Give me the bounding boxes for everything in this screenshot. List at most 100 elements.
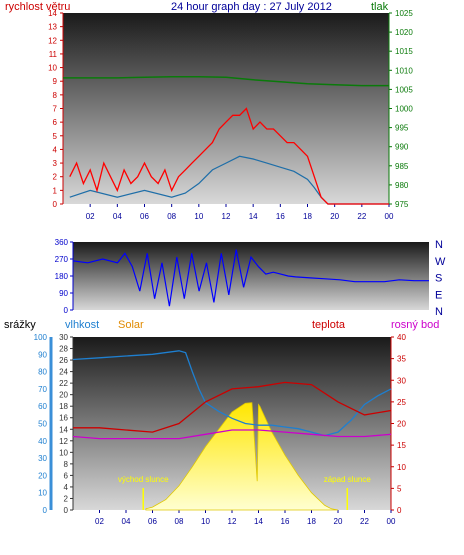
pressure-axis-tick-label: 1020 [395, 28, 413, 37]
humidity-axis-tick-label: 0 [43, 506, 48, 515]
wind-axis-tick-label: 8 [53, 91, 58, 100]
wind-axis-tick-label: 5 [53, 132, 58, 141]
solar-axis-tick-label: 6 [64, 471, 69, 480]
top-x-tick-label: 06 [140, 212, 149, 221]
solar-axis-tick-label: 8 [64, 460, 69, 469]
top-x-tick-label: 08 [167, 212, 176, 221]
top-x-tick-label: 18 [303, 212, 312, 221]
humidity-axis-tick-label: 20 [38, 471, 47, 480]
top-x-tick-label: 04 [113, 212, 122, 221]
wind-axis-tick-label: 9 [53, 77, 58, 86]
solar-axis-tick-label: 2 [64, 494, 69, 503]
temperature-axis-tick-label: 40 [397, 333, 406, 342]
temperature-axis-tick-label: 10 [397, 463, 406, 472]
sunset-annotation: západ slunce [324, 475, 372, 484]
solar-axis-tick-label: 28 [59, 345, 68, 354]
temperature-axis-tick-label: 20 [397, 420, 406, 429]
pressure-axis-tick-label: 1010 [395, 66, 413, 75]
direction-axis-tick-label: 90 [59, 289, 68, 298]
wind-axis-tick-label: 11 [49, 50, 58, 59]
temperature-axis-tick-label: 15 [397, 441, 406, 450]
wind-axis-tick-label: 13 [48, 23, 57, 32]
humidity-label: vlhkost [65, 319, 100, 331]
humidity-axis-tick-label: 50 [38, 420, 47, 429]
pressure-axis-tick-label: 975 [395, 200, 409, 209]
wind-axis-tick-label: 4 [53, 145, 58, 154]
top-panel-background [63, 13, 389, 204]
humidity-axis-tick-label: 30 [38, 454, 47, 463]
wind-axis-tick-label: 14 [48, 9, 57, 18]
wind-axis-tick-label: 2 [53, 173, 58, 182]
humidity-axis-tick-label: 60 [38, 402, 47, 411]
top-x-tick-label: 00 [385, 212, 394, 221]
pressure-axis-tick-label: 995 [395, 124, 409, 133]
direction-axis-tick-label: 360 [55, 238, 69, 247]
solar-axis-tick-label: 24 [59, 368, 68, 377]
humidity-axis-tick-label: 80 [38, 368, 47, 377]
humidity-axis-tick-label: 90 [38, 350, 47, 359]
solar-axis-tick-label: 30 [59, 333, 68, 342]
wind-speed-series-line [69, 107, 389, 205]
wind-axis-tick-label: 12 [48, 36, 57, 45]
pressure-axis-tick-label: 1025 [395, 9, 413, 18]
solar-label: Solar [118, 319, 144, 331]
humidity-axis-tick-label: 10 [38, 489, 47, 498]
pressure-axis-tick-label: 1005 [395, 85, 413, 94]
pressure-axis-tick-label: 1000 [395, 105, 413, 114]
direction-compass-label: S [435, 273, 442, 285]
direction-axis-tick-label: 270 [55, 255, 69, 264]
sunrise-annotation: východ slunce [118, 475, 169, 484]
pressure-axis-tick-label: 1015 [395, 47, 413, 56]
temperature-axis-tick-label: 35 [397, 355, 406, 364]
wind-speed-label: rychlost větru [5, 1, 71, 13]
solar-area [145, 402, 339, 511]
top-x-tick-label: 22 [357, 212, 366, 221]
bottom-x-tick-label: 12 [228, 517, 237, 526]
temperature-axis-tick-label: 30 [397, 376, 406, 385]
pressure-axis-tick-label: 985 [395, 162, 409, 171]
temperature-axis-tick-label: 5 [397, 484, 402, 493]
humidity-axis-tick-label: 70 [38, 385, 47, 394]
pressure-axis-tick-label: 990 [395, 143, 409, 152]
humidity-axis-tick-label: 40 [38, 437, 47, 446]
mid-panel-background [73, 242, 429, 310]
solar-axis-tick-label: 10 [59, 448, 68, 457]
solar-axis-tick-label: 0 [64, 506, 69, 515]
bottom-x-tick-label: 04 [122, 517, 131, 526]
bottom-x-tick-label: 02 [95, 517, 104, 526]
solar-axis-tick-label: 20 [59, 391, 68, 400]
direction-compass-label: N [435, 239, 443, 251]
wind-axis-tick-label: 10 [48, 64, 57, 73]
chart-title: 24 hour graph day : 27 July 2012 [171, 1, 332, 13]
direction-axis-tick-label: 180 [55, 272, 69, 281]
bottom-x-tick-label: 18 [307, 517, 316, 526]
solar-axis-tick-label: 22 [59, 379, 68, 388]
solar-axis-tick-label: 18 [59, 402, 68, 411]
temperature-label: teplota [312, 319, 346, 331]
bottom-x-tick-label: 00 [387, 517, 396, 526]
temperature-axis-tick-label: 25 [397, 398, 406, 407]
bottom-x-tick-label: 16 [281, 517, 290, 526]
direction-compass-label: E [435, 289, 442, 301]
top-x-tick-label: 16 [276, 212, 285, 221]
wind-axis-tick-label: 7 [53, 105, 58, 114]
wind-direction-series-line [72, 249, 429, 307]
top-x-tick-label: 14 [249, 212, 258, 221]
bottom-x-tick-label: 08 [175, 517, 184, 526]
pressure-label: tlak [371, 1, 389, 13]
bottom-x-tick-label: 22 [360, 517, 369, 526]
wind-axis-tick-label: 1 [53, 186, 58, 195]
pressure-series-line [63, 76, 389, 87]
solar-axis-tick-label: 14 [59, 425, 68, 434]
rain-label: srážky [4, 319, 36, 331]
top-x-tick-label: 10 [194, 212, 203, 221]
wind-axis-tick-label: 6 [53, 118, 58, 127]
direction-axis-tick-label: 0 [64, 306, 69, 315]
direction-compass-label: N [435, 306, 443, 318]
humidity-axis-tick-label: 100 [34, 333, 48, 342]
bottom-x-tick-label: 10 [201, 517, 210, 526]
bottom-x-tick-label: 14 [254, 517, 263, 526]
humidity-series-line [72, 350, 392, 437]
top-x-tick-label: 02 [86, 212, 95, 221]
